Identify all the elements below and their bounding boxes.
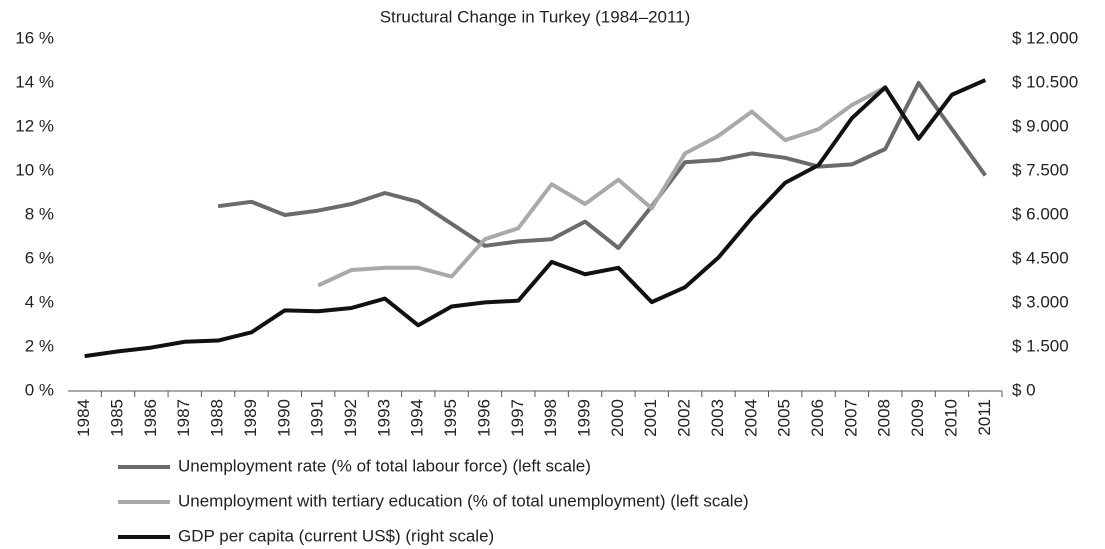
y-tick-label: 12 % <box>15 116 54 135</box>
y2-tick-label: $ 3.000 <box>1012 292 1069 311</box>
y2-tick-label: $ 12.000 <box>1012 28 1078 47</box>
x-tick-label: 1993 <box>374 399 393 437</box>
y2-tick-label: $ 9.000 <box>1012 116 1069 135</box>
x-tick-label: 2001 <box>641 399 660 437</box>
chart-title: Structural Change in Turkey (1984–2011) <box>380 7 691 26</box>
y2-tick-label: $ 7.500 <box>1012 160 1069 179</box>
y2-tick-label: $ 10.500 <box>1012 72 1078 91</box>
x-tick-label: 1985 <box>108 399 127 437</box>
y2-tick-label: $ 4.500 <box>1012 248 1069 267</box>
series-line <box>317 85 887 288</box>
x-tick-label: 1984 <box>74 399 93 437</box>
x-tick-label: 1990 <box>274 399 293 437</box>
x-tick-label: 1986 <box>141 399 160 437</box>
x-tick-label: 2000 <box>608 399 627 437</box>
y-tick-label: 6 % <box>25 248 54 267</box>
x-tick-label: 2009 <box>908 399 927 437</box>
y2-tick-label: $ 0 <box>1012 380 1036 399</box>
x-tick-label: 1998 <box>541 399 560 437</box>
y2-tick-label: $ 1.500 <box>1012 336 1069 355</box>
x-tick-label: 1997 <box>508 399 527 437</box>
x-tick-label: 2008 <box>875 399 894 437</box>
x-tick-label: 2011 <box>975 399 994 436</box>
legend-label: Unemployment with tertiary education (% … <box>178 491 749 510</box>
x-tick-label: 1987 <box>174 399 193 437</box>
x-tick-label: 2010 <box>941 399 960 437</box>
x-tick-label: 2007 <box>841 399 860 437</box>
x-tick-label: 2005 <box>775 399 794 437</box>
y-tick-label: 8 % <box>25 204 54 223</box>
x-tick-label: 1988 <box>208 399 227 437</box>
series-line <box>217 81 987 250</box>
y-tick-label: 16 % <box>15 28 54 47</box>
y2-tick-label: $ 6.000 <box>1012 204 1069 223</box>
x-tick-label: 1996 <box>474 399 493 437</box>
x-tick-label: 1992 <box>341 399 360 437</box>
x-tick-label: 2003 <box>708 399 727 437</box>
x-tick-label: 1989 <box>241 399 260 437</box>
y-tick-label: 0 % <box>25 380 54 399</box>
x-tick-label: 1995 <box>441 399 460 437</box>
y-tick-label: 2 % <box>25 336 54 355</box>
x-tick-label: 1994 <box>408 399 427 437</box>
legend-label: GDP per capita (current US$) (right scal… <box>178 526 494 545</box>
x-tick-label: 2002 <box>675 399 694 437</box>
legend-label: Unemployment rate (% of total labour for… <box>178 456 591 475</box>
x-tick-label: 1991 <box>308 399 327 437</box>
x-tick-label: 1999 <box>575 399 594 437</box>
y-tick-label: 14 % <box>15 72 54 91</box>
y-tick-label: 10 % <box>15 160 54 179</box>
x-tick-label: 2006 <box>808 399 827 437</box>
x-tick-label: 2004 <box>741 399 760 437</box>
y-tick-label: 4 % <box>25 292 54 311</box>
series-line <box>84 78 987 359</box>
